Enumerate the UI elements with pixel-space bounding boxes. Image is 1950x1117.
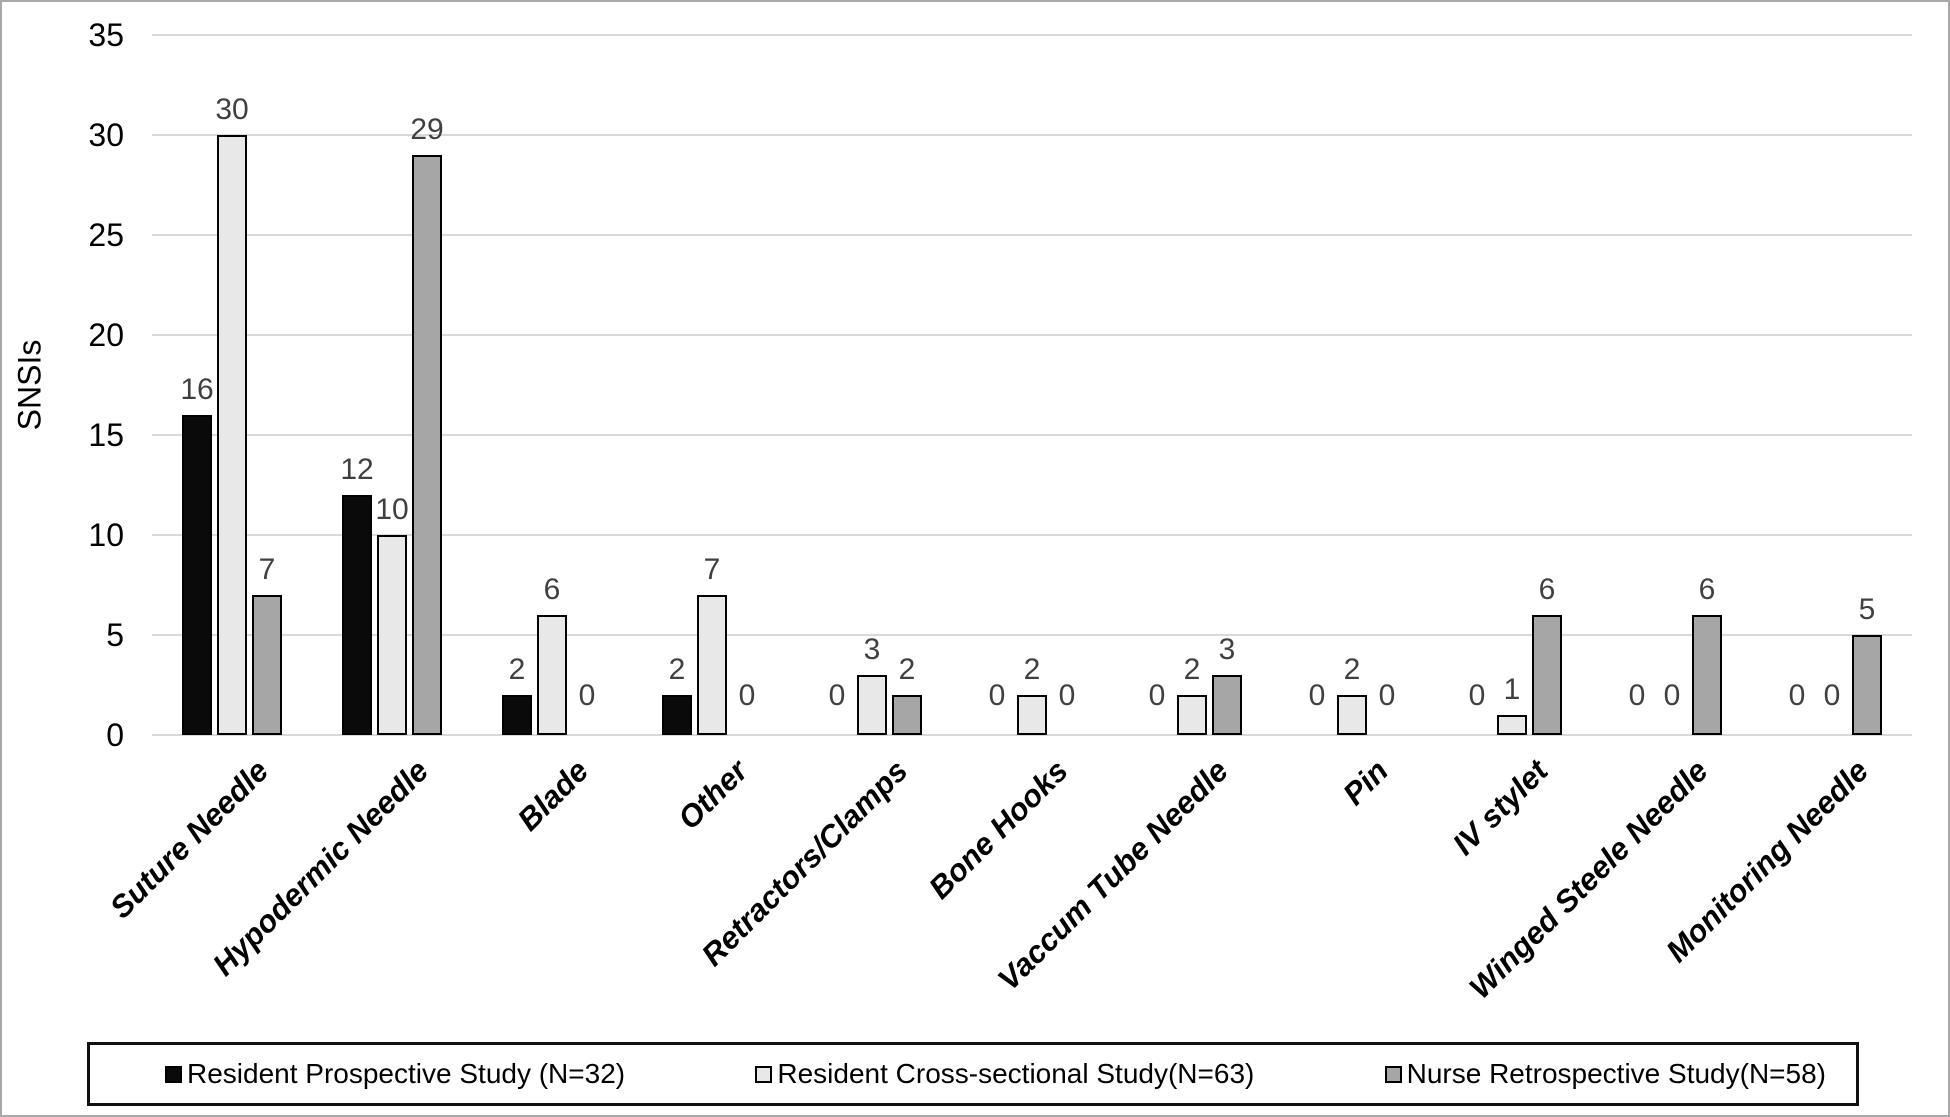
y-tick-15: 15	[88, 417, 124, 453]
data-label-s2-retractors-clamps: 3	[863, 633, 881, 666]
data-label-s3-other: 0	[738, 679, 756, 712]
bar-s1-suture-needle	[182, 415, 212, 735]
bar-s2-hypodermic-needle	[377, 535, 407, 735]
bar-s3-vaccum-tube-needle	[1212, 675, 1242, 735]
bar-s2-vaccum-tube-needle	[1177, 695, 1207, 735]
bar-s2-pin	[1337, 695, 1367, 735]
gridline-15	[152, 434, 1912, 436]
gridline-25	[152, 234, 1912, 236]
data-label-s1-hypodermic-needle: 12	[340, 453, 374, 486]
data-label-s3-vaccum-tube-needle: 3	[1218, 633, 1236, 666]
y-tick-30: 30	[88, 117, 124, 153]
legend-label-3: Nurse Retrospective Study(N=58)	[1406, 1058, 1826, 1089]
bar-s3-monitoring-needle	[1852, 635, 1882, 735]
data-label-s1-suture-needle: 16	[180, 373, 214, 406]
bar-s2-iv-stylet	[1497, 715, 1527, 735]
legend-marker-1-icon	[165, 1065, 182, 1083]
data-label-s3-winged-steele-needle: 6	[1698, 573, 1716, 606]
data-label-s1-winged-steele-needle: 0	[1628, 679, 1646, 712]
data-label-s3-monitoring-needle: 5	[1858, 593, 1876, 626]
data-label-s2-monitoring-needle: 0	[1823, 679, 1841, 712]
y-tick-0: 0	[106, 717, 124, 753]
y-tick-35: 35	[88, 17, 124, 53]
data-label-s2-winged-steele-needle: 0	[1663, 679, 1681, 712]
legend-item-2: Resident Cross-sectional Study(N=63)	[755, 1058, 1254, 1090]
bar-s3-iv-stylet	[1532, 615, 1562, 735]
data-label-s2-hypodermic-needle: 10	[375, 493, 409, 526]
gridline-5	[152, 634, 1912, 636]
gridline-20	[152, 334, 1912, 336]
legend-marker-3-icon	[1384, 1065, 1402, 1083]
data-label-s2-iv-stylet: 1	[1503, 673, 1521, 706]
legend: Resident Prospective Study (N=32) Residen…	[87, 1042, 1859, 1106]
x-label-other: Other	[671, 753, 755, 837]
bar-s2-retractors-clamps	[857, 675, 887, 735]
data-label-s1-bone-hooks: 0	[988, 679, 1006, 712]
gridline-35	[152, 34, 1912, 36]
data-label-s1-iv-stylet: 0	[1468, 679, 1486, 712]
bar-s2-bone-hooks	[1017, 695, 1047, 735]
x-label-bone-hooks: Bone Hooks	[922, 753, 1075, 906]
data-label-s2-bone-hooks: 2	[1023, 653, 1041, 686]
data-label-s2-suture-needle: 30	[215, 93, 249, 126]
x-label-suture-needle: Suture Needle	[102, 753, 275, 926]
legend-label-1: Resident Prospective Study (N=32)	[187, 1058, 626, 1089]
gridline-30	[152, 134, 1912, 136]
data-label-s3-bone-hooks: 0	[1058, 679, 1076, 712]
x-label-iv-stylet: IV stylet	[1445, 753, 1555, 862]
y-tick-20: 20	[88, 317, 124, 353]
data-label-s2-other: 7	[703, 553, 721, 586]
x-label-pin: Pin	[1335, 753, 1395, 812]
y-tick-10: 10	[88, 517, 124, 553]
legend-marker-2-icon	[755, 1065, 773, 1083]
data-label-s3-iv-stylet: 6	[1538, 573, 1556, 606]
gridline-0	[152, 734, 1912, 736]
data-label-s3-retractors-clamps: 2	[898, 653, 916, 686]
data-label-s1-pin: 0	[1308, 679, 1326, 712]
legend-label-2: Resident Cross-sectional Study(N=63)	[777, 1058, 1255, 1089]
x-label-blade: Blade	[510, 753, 595, 838]
bar-s3-winged-steele-needle	[1692, 615, 1722, 735]
bar-s1-blade	[502, 695, 532, 735]
data-label-s3-hypodermic-needle: 29	[410, 113, 444, 146]
gridline-10	[152, 534, 1912, 536]
bar-s2-blade	[537, 615, 567, 735]
legend-item-1: Resident Prospective Study (N=32)	[165, 1058, 625, 1090]
bar-s3-hypodermic-needle	[412, 155, 442, 735]
y-tick-25: 25	[88, 217, 124, 253]
data-label-s2-vaccum-tube-needle: 2	[1183, 653, 1201, 686]
bar-s3-suture-needle	[252, 595, 282, 735]
bar-s1-hypodermic-needle	[342, 495, 372, 735]
data-label-s2-pin: 2	[1343, 653, 1361, 686]
data-label-s1-monitoring-needle: 0	[1788, 679, 1806, 712]
bar-s2-other	[697, 595, 727, 735]
bar-s2-suture-needle	[217, 135, 247, 735]
data-label-s3-blade: 0	[578, 679, 596, 712]
data-label-s1-vaccum-tube-needle: 0	[1148, 679, 1166, 712]
data-label-s3-suture-needle: 7	[258, 553, 276, 586]
bar-s1-other	[662, 695, 692, 735]
data-label-s1-retractors-clamps: 0	[828, 679, 846, 712]
data-label-s1-other: 2	[668, 653, 686, 686]
data-label-s3-pin: 0	[1378, 679, 1396, 712]
legend-item-3: Nurse Retrospective Study(N=58)	[1384, 1058, 1826, 1090]
bar-s3-retractors-clamps	[892, 695, 922, 735]
y-tick-5: 5	[106, 617, 124, 653]
data-label-s2-blade: 6	[543, 573, 561, 606]
data-label-s1-blade: 2	[508, 653, 526, 686]
